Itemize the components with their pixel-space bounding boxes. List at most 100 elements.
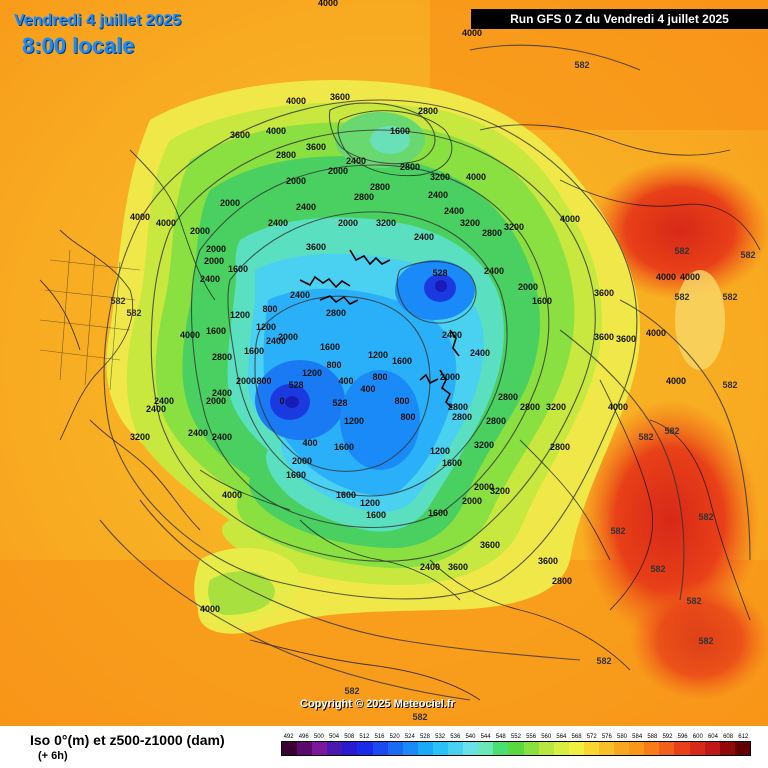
forecast-local-time: 8:00 locale (22, 33, 135, 58)
iso0-label: 1200 (368, 350, 388, 360)
map-footer: Iso 0°(m) et z500-z1000 (dam) (+ 6h) 492… (0, 726, 768, 768)
legend-label-600: 600 (692, 734, 703, 740)
iso0-label: 3200 (490, 486, 510, 496)
iso0-label: 3200 (504, 222, 524, 232)
z500-label: 582 (638, 432, 653, 442)
iso0-label: 2400 (200, 274, 220, 284)
low-center-label: 528 (332, 398, 347, 408)
iso0-label: 1200 (430, 446, 450, 456)
iso0-label: 2000 (206, 396, 226, 406)
iso0-label: 2000 (286, 176, 306, 186)
legend-label-556: 556 (526, 734, 537, 740)
iso0-label: 3600 (594, 288, 614, 298)
legend-swatch-520 (387, 742, 403, 755)
z500-label: 582 (344, 686, 359, 696)
deep-low-core-north (435, 280, 447, 292)
iso0-label: 4000 (200, 604, 220, 614)
iso0-label: 2400 (442, 330, 462, 340)
iso0-label: 2400 (188, 428, 208, 438)
iso0-label: 400 (338, 376, 353, 386)
iso0-label: 2400 (266, 336, 286, 346)
legend-label-592: 592 (662, 734, 673, 740)
legend-swatch-580 (614, 742, 630, 755)
iso0-label: 4000 (130, 212, 150, 222)
legend-label-544: 544 (480, 734, 491, 740)
legend-label-508: 508 (344, 734, 355, 740)
iso0-label: 2000 (328, 166, 348, 176)
color-legend: 492 496 500 504 508 512 516 520 524 528 532 536 540 5… (281, 734, 751, 756)
iso0-label: 4000 (466, 172, 486, 182)
iso0-label: 1600 (390, 126, 410, 136)
legend-label-500: 500 (313, 734, 324, 740)
z500-label: 582 (722, 380, 737, 390)
iso0-label: 4000 (180, 330, 200, 340)
iso0-label: 2800 (276, 150, 296, 160)
iso0-label: 4000 (656, 272, 676, 282)
iso0-label: 800 (394, 396, 409, 406)
legend-swatch-604 (704, 742, 720, 755)
legend-label-604: 604 (707, 734, 718, 740)
low-center-label: 528 (288, 380, 303, 390)
iso0-label: 1600 (286, 470, 306, 480)
iso0-label: 2400 (212, 388, 232, 398)
iso0-label: 3600 (330, 92, 350, 102)
legend-label-580: 580 (617, 734, 628, 740)
forecast-date: Vendredi 4 juillet 2025 (14, 12, 182, 29)
iso0-label: 2400 (212, 432, 232, 442)
legend-label-492: 492 (283, 734, 294, 740)
legend-swatch-592 (659, 742, 675, 755)
legend-label-496: 496 (298, 734, 309, 740)
legend-swatch-508 (342, 742, 358, 755)
legend-swatch-528 (417, 742, 433, 755)
iso0-label: 1200 (230, 310, 250, 320)
iso0-label: 4000 (222, 490, 242, 500)
legend-swatch-504 (327, 742, 343, 755)
legend-swatch-600 (689, 742, 705, 755)
legend-label-568: 568 (571, 734, 582, 740)
iso0-label: 4000 (646, 328, 666, 338)
legend-label-524: 524 (404, 734, 415, 740)
legend-label-612: 612 (738, 734, 749, 740)
z500-label: 582 (126, 308, 141, 318)
legend-label-504: 504 (329, 734, 340, 740)
iso0-label: 3200 (130, 432, 150, 442)
iso0-label: 2400 (420, 562, 440, 572)
iso0-label: 2400 (268, 218, 288, 228)
legend-label-536: 536 (450, 734, 461, 740)
legend-swatch-612 (734, 742, 750, 755)
iso0-label: 4000 (156, 218, 176, 228)
iso0-label: 2000 (190, 226, 210, 236)
legend-swatch-556 (523, 742, 539, 755)
legend-swatch-536 (448, 742, 464, 755)
iso0-label: 3200 (474, 440, 494, 450)
iso0-label: 2000 (220, 198, 240, 208)
legend-label-564: 564 (556, 734, 567, 740)
legend-label-512: 512 (359, 734, 370, 740)
iso0-label: 800 (256, 376, 271, 386)
green-tongue-atlantic (208, 571, 275, 615)
iso0-label: 1600 (334, 442, 354, 452)
iso0-label: 2800 (370, 182, 390, 192)
iso0-label: 2800 (448, 402, 468, 412)
legend-swatch-552 (508, 742, 524, 755)
iso0-label: 2000 (278, 332, 298, 342)
iso0-label: 2400 (414, 232, 434, 242)
iso0-label: 2400 (444, 206, 464, 216)
iso0-label: 2400 (484, 266, 504, 276)
iso0-label: 2000 (462, 496, 482, 506)
legend-label-560: 560 (541, 734, 552, 740)
copyright-notice: Copyright © 2025 Meteociel.fr (300, 698, 455, 710)
iso0-label: 2400 (296, 202, 316, 212)
legend-label-516: 516 (374, 734, 385, 740)
legend-swatch-496 (297, 742, 313, 755)
legend-swatch-564 (553, 742, 569, 755)
teal-patch-arctic (370, 126, 410, 154)
deep-low-core-west (285, 396, 299, 408)
z500-label: 582 (722, 292, 737, 302)
legend-swatch-512 (357, 742, 373, 755)
z500-label: 582 (110, 296, 125, 306)
iso0-label: 400 (360, 384, 375, 394)
